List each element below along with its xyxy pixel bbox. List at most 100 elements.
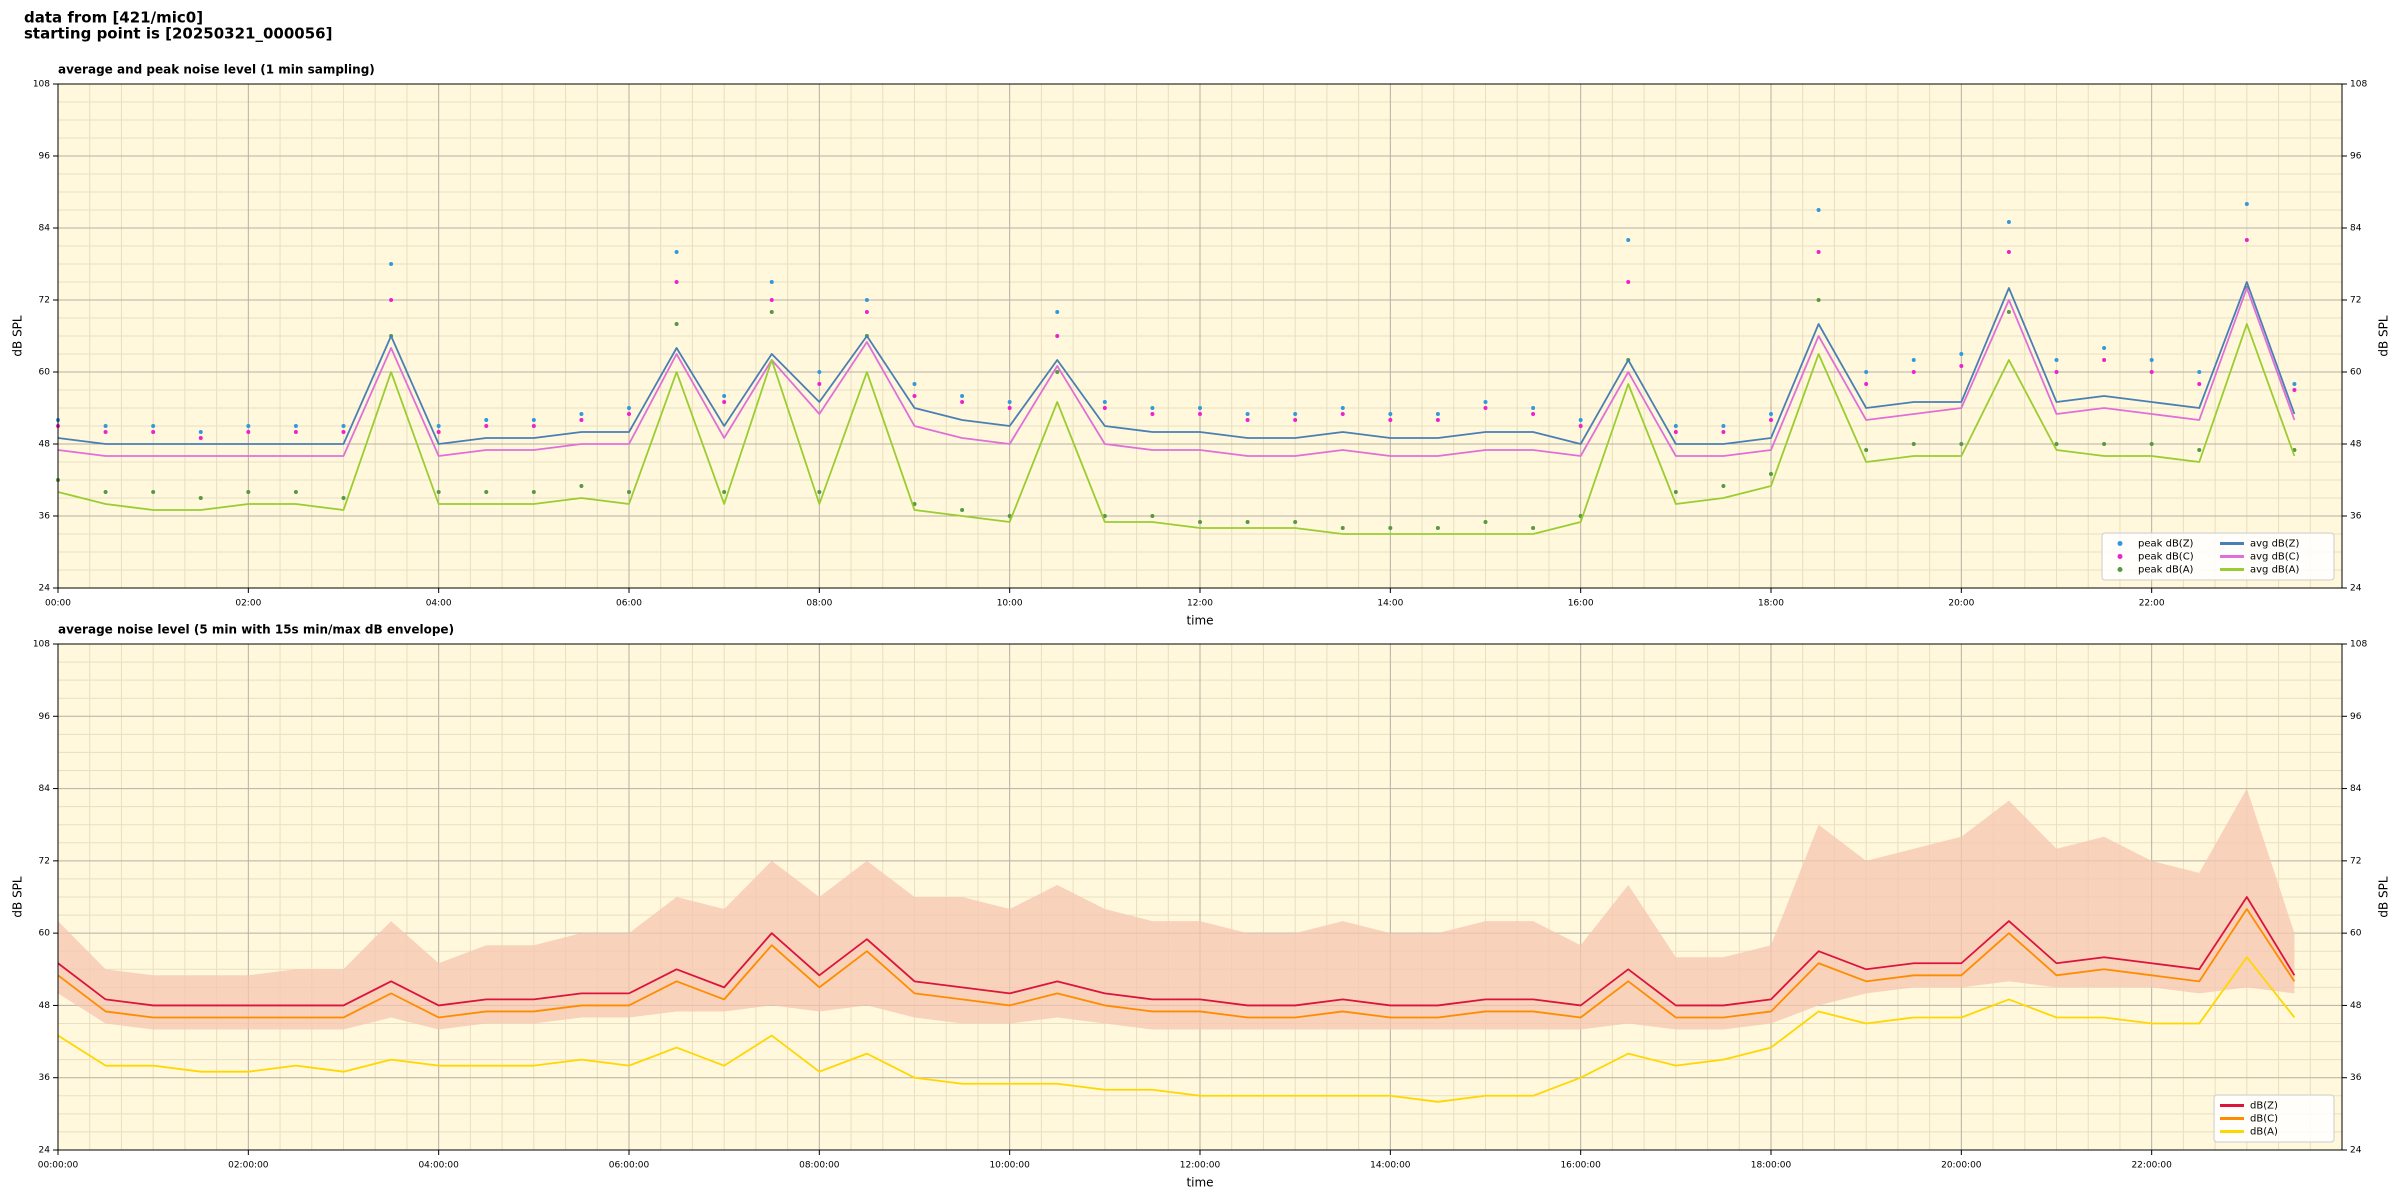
legend-label: avg dB(Z) xyxy=(2250,539,2300,550)
y-tick-label: 48 xyxy=(39,1001,51,1011)
peak-dot xyxy=(722,490,727,494)
peak-dot xyxy=(1959,442,1964,446)
y2-tick-label: 60 xyxy=(2350,929,2362,939)
x-tick-label: 04:00:00 xyxy=(418,1161,459,1171)
peak-dot xyxy=(2102,358,2107,362)
peak-dot xyxy=(1483,520,1488,524)
x-tick-label: 18:00 xyxy=(1758,599,1784,609)
peak-dot xyxy=(293,424,298,428)
peak-dot xyxy=(722,400,727,404)
peak-dot xyxy=(960,394,965,398)
y2-axis-label: dB SPL xyxy=(2377,315,2391,357)
peak-dot xyxy=(2292,382,2297,386)
peak-dot xyxy=(1721,424,1726,428)
y-tick-label: 24 xyxy=(39,1146,51,1156)
peak-dot xyxy=(1435,526,1440,530)
peak-dot xyxy=(1245,520,1250,524)
peak-dot xyxy=(2197,448,2202,452)
peak-dot xyxy=(2149,442,2154,446)
x-tick-label: 22:00:00 xyxy=(2131,1161,2172,1171)
peak-dot xyxy=(484,490,489,494)
peak-dot xyxy=(1198,412,1202,416)
peak-dot xyxy=(1293,520,1298,524)
peak-dot xyxy=(198,430,203,434)
header-line: starting point is [20250321_000056] xyxy=(24,25,332,43)
peak-dot xyxy=(1245,412,1250,416)
peak-dot xyxy=(151,424,156,428)
peak-dot xyxy=(960,508,965,512)
peak-dot xyxy=(1911,358,1916,362)
peak-dot xyxy=(484,424,489,428)
peak-dot xyxy=(1055,310,1060,314)
x-tick-label: 10:00:00 xyxy=(989,1161,1030,1171)
x-tick-label: 08:00:00 xyxy=(799,1161,840,1171)
peak-dot xyxy=(627,406,631,410)
peak-dot xyxy=(2244,202,2249,206)
y-tick-label: 96 xyxy=(39,712,51,722)
x-tick-label: 06:00 xyxy=(616,599,642,609)
x-tick-label: 12:00:00 xyxy=(1180,1161,1221,1171)
x-axis-label: time xyxy=(1186,614,1213,628)
peak-dot xyxy=(103,424,108,428)
peak-dot xyxy=(103,430,108,434)
peak-dot xyxy=(627,412,631,416)
series-line xyxy=(57,281,2296,445)
series-line xyxy=(57,956,2296,1103)
x-tick-label: 20:00 xyxy=(1948,599,1974,609)
peak-dot xyxy=(2197,382,2202,386)
peak-dot xyxy=(722,394,727,398)
peak-dot xyxy=(1578,424,1583,428)
peak-dot xyxy=(151,430,156,434)
y2-tick-label: 48 xyxy=(2350,1001,2362,1011)
peak-dot xyxy=(817,490,822,494)
y-axis-label: dB SPL xyxy=(11,876,25,918)
legend-marker xyxy=(2117,554,2123,559)
peak-dot xyxy=(1102,400,1107,404)
peak-dot xyxy=(1340,412,1345,416)
legend-label: peak dB(C) xyxy=(2138,552,2194,563)
peak-dot xyxy=(2149,358,2154,362)
peak-dot xyxy=(1388,418,1393,422)
y-tick-label: 36 xyxy=(39,1073,51,1083)
peak-dot xyxy=(2054,370,2059,374)
plot-frame xyxy=(57,83,2343,589)
y2-tick-label: 36 xyxy=(2350,1073,2362,1083)
peak-dot xyxy=(579,418,584,422)
peak-dot xyxy=(1340,526,1345,530)
peak-dot xyxy=(912,394,917,398)
peak-dot xyxy=(2197,370,2202,374)
subplot-title: average and peak noise level (1 min samp… xyxy=(58,63,375,77)
peak-dot xyxy=(341,424,346,428)
peak-dot xyxy=(2006,250,2011,254)
peak-dot xyxy=(627,490,631,494)
legend-label: dB(Z) xyxy=(2250,1101,2278,1112)
peak-dot xyxy=(2102,346,2107,350)
legend-label: avg dB(C) xyxy=(2250,552,2300,563)
peak-dot xyxy=(769,298,774,302)
peak-dot xyxy=(2006,220,2011,224)
peak-dot xyxy=(1483,406,1488,410)
peak-dot xyxy=(1721,430,1726,434)
peak-dot xyxy=(1388,412,1393,416)
series-line xyxy=(57,908,2296,1019)
peak-dot xyxy=(2006,310,2011,314)
peak-dot xyxy=(817,370,822,374)
y2-tick-label: 84 xyxy=(2350,224,2362,234)
y2-tick-label: 84 xyxy=(2350,784,2362,794)
peak-dot xyxy=(1531,412,1536,416)
x-tick-label: 10:00 xyxy=(997,599,1023,609)
peak-dot xyxy=(198,436,203,440)
peak-dot xyxy=(1769,472,1773,476)
y-tick-label: 84 xyxy=(39,224,51,234)
x-tick-label: 14:00 xyxy=(1377,599,1403,609)
x-tick-label: 18:00:00 xyxy=(1751,1161,1792,1171)
y2-tick-label: 96 xyxy=(2350,152,2362,162)
peak-dot xyxy=(1531,526,1536,530)
x-tick-label: 16:00:00 xyxy=(1560,1161,1601,1171)
y-tick-label: 108 xyxy=(33,640,50,650)
peak-dot xyxy=(1673,430,1678,434)
y-tick-label: 84 xyxy=(39,784,51,794)
peak-dot xyxy=(436,490,441,494)
peak-dot xyxy=(1626,280,1631,284)
legend-label: peak dB(Z) xyxy=(2138,539,2194,550)
